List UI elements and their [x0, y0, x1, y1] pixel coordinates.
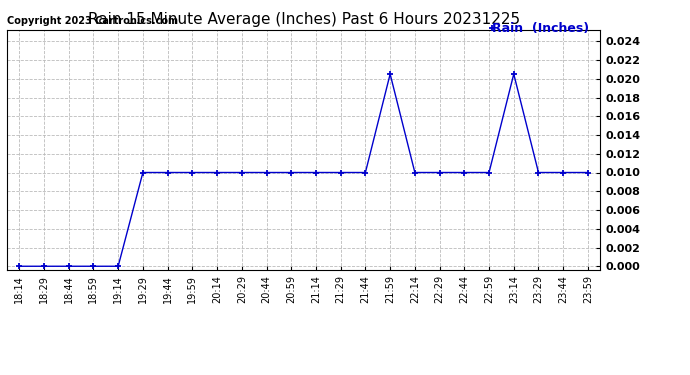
- Rain  (Inches): [213, 170, 221, 175]
- Rain  (Inches): [40, 264, 48, 268]
- Rain  (Inches): [139, 170, 147, 175]
- Line: Rain  (Inches): Rain (Inches): [16, 70, 591, 270]
- Text: Copyright 2023 Cartronics.com: Copyright 2023 Cartronics.com: [8, 16, 179, 26]
- Rain  (Inches): [262, 170, 270, 175]
- Rain  (Inches): [534, 170, 542, 175]
- Rain  (Inches): [510, 72, 518, 76]
- Rain  (Inches): [114, 264, 122, 268]
- Rain  (Inches): [460, 170, 469, 175]
- Rain  (Inches): [164, 170, 172, 175]
- Rain  (Inches): [411, 170, 419, 175]
- Legend: Rain  (Inches): Rain (Inches): [487, 17, 594, 40]
- Rain  (Inches): [584, 170, 592, 175]
- Rain  (Inches): [65, 264, 73, 268]
- Rain  (Inches): [485, 170, 493, 175]
- Rain  (Inches): [15, 264, 23, 268]
- Rain  (Inches): [312, 170, 320, 175]
- Rain  (Inches): [435, 170, 444, 175]
- Rain  (Inches): [287, 170, 295, 175]
- Rain  (Inches): [386, 72, 394, 76]
- Rain  (Inches): [89, 264, 97, 268]
- Rain  (Inches): [188, 170, 197, 175]
- Rain  (Inches): [362, 170, 370, 175]
- Rain  (Inches): [559, 170, 567, 175]
- Rain  (Inches): [237, 170, 246, 175]
- Title: Rain 15 Minute Average (Inches) Past 6 Hours 20231225: Rain 15 Minute Average (Inches) Past 6 H…: [88, 12, 520, 27]
- Rain  (Inches): [337, 170, 345, 175]
